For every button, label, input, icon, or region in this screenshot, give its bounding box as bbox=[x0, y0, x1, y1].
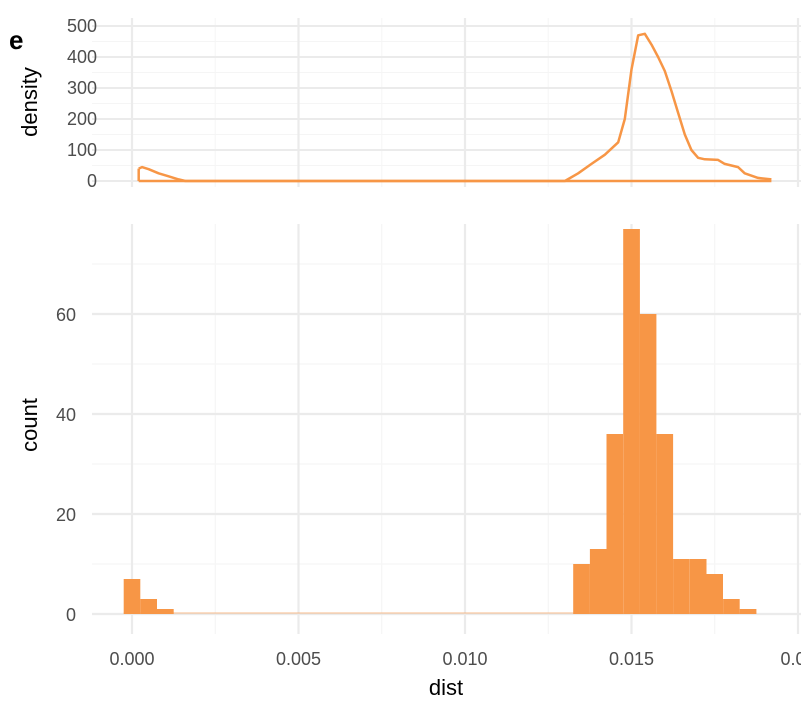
x-tick-label: 0.000 bbox=[109, 649, 154, 669]
histogram-bar bbox=[723, 599, 740, 614]
histogram-bar bbox=[689, 559, 707, 614]
density-grid bbox=[92, 18, 801, 187]
x-tick-label: 0.005 bbox=[276, 649, 321, 669]
histogram-bar bbox=[623, 229, 640, 614]
panel-label: e bbox=[9, 25, 23, 55]
histogram-panel: 0 20 40 60 0.000 0.005 0.010 0.015 0.02 count d… bbox=[17, 224, 801, 700]
histogram-bar bbox=[157, 609, 174, 614]
density-y-tick-label: 0 bbox=[87, 171, 97, 191]
x-tick-label: 0.02 bbox=[780, 649, 801, 669]
density-y-tick-label: 200 bbox=[67, 109, 97, 129]
density-line bbox=[138, 32, 772, 183]
density-y-tick-label: 500 bbox=[67, 16, 97, 36]
histogram-y-tick-label: 0 bbox=[66, 605, 76, 625]
density-y-tick-label: 100 bbox=[67, 140, 97, 160]
histogram-y-tick-label: 20 bbox=[56, 505, 76, 525]
histogram-y-tick-label: 60 bbox=[56, 305, 76, 325]
x-tick-label: 0.015 bbox=[609, 649, 654, 669]
histogram-grid bbox=[92, 224, 801, 634]
density-y-ticks: 0 100 200 300 400 500 bbox=[67, 16, 97, 191]
histogram-y-axis-title: count bbox=[17, 398, 42, 452]
histogram-bar bbox=[140, 599, 157, 614]
histogram-bar bbox=[123, 579, 141, 614]
histogram-bar bbox=[606, 434, 624, 614]
density-y-tick-label: 400 bbox=[67, 47, 97, 67]
histogram-bar bbox=[639, 314, 657, 614]
histogram-y-tick-label: 40 bbox=[56, 405, 76, 425]
histogram-bars bbox=[123, 229, 757, 614]
density-baseline bbox=[137, 168, 772, 183]
histogram-x-ticks: 0.000 0.005 0.010 0.015 0.02 bbox=[109, 649, 801, 669]
histogram-bar bbox=[673, 559, 690, 614]
histogram-bar bbox=[589, 549, 607, 614]
x-tick-label: 0.010 bbox=[442, 649, 487, 669]
histogram-bar bbox=[739, 609, 757, 614]
density-y-tick-label: 300 bbox=[67, 78, 97, 98]
histogram-y-ticks: 0 20 40 60 bbox=[56, 305, 76, 625]
histogram-bar bbox=[573, 564, 590, 614]
density-panel: 0 100 200 300 400 500 density bbox=[17, 16, 801, 191]
density-y-axis-title: density bbox=[17, 67, 42, 137]
x-axis-title: dist bbox=[429, 675, 463, 700]
histogram-bar bbox=[706, 574, 723, 614]
histogram-bar bbox=[656, 434, 674, 614]
